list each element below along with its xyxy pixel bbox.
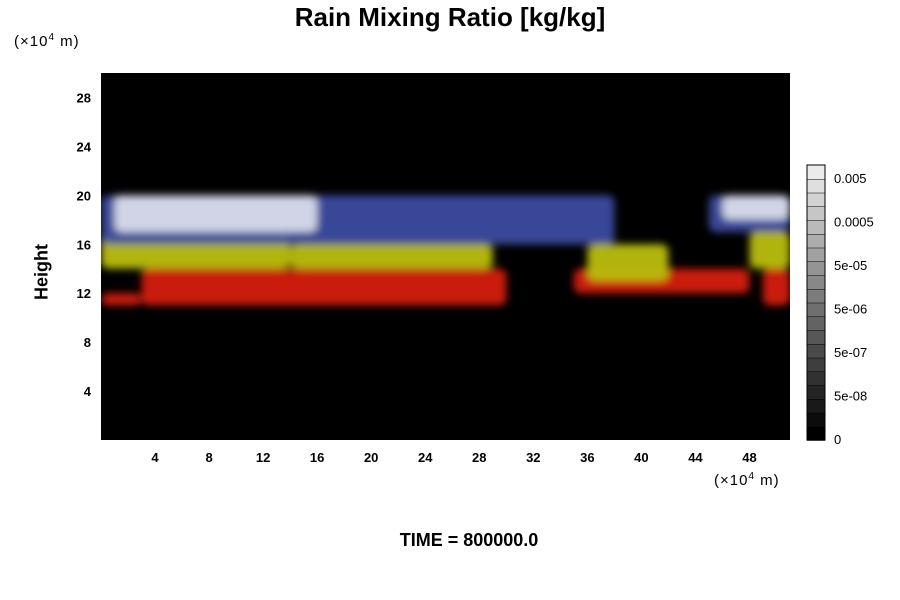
x-tick-label: 20 [364, 450, 378, 465]
x-tick-label: 40 [634, 450, 648, 465]
colorbar-swatch [806, 274, 826, 290]
y-tick-label: 24 [77, 139, 92, 154]
colorbar-label: 0.0005 [834, 215, 874, 230]
x-tick-label: 28 [472, 450, 486, 465]
colorbar-label: 0 [834, 432, 841, 447]
x-tick-label: 44 [688, 450, 703, 465]
colorbar-swatch [806, 206, 826, 221]
colorbar-swatch [806, 302, 826, 317]
x-tick-label: 12 [256, 450, 270, 465]
colorbar-swatch [806, 288, 826, 304]
x-tick-label: 48 [742, 450, 756, 465]
heatmap-cell [114, 195, 318, 233]
x-tick-label: 4 [151, 450, 159, 465]
colorbar-swatch [806, 357, 826, 372]
colorbar-label: 5e-08 [834, 389, 867, 404]
x-tick-label: 36 [580, 450, 594, 465]
x-tick-label: 32 [526, 450, 540, 465]
colorbar-swatch [806, 398, 826, 414]
x-tick-label: 8 [205, 450, 212, 465]
x-unit-label: (×104 m) [714, 471, 780, 489]
y-tick-label: 16 [77, 237, 91, 252]
colorbar-swatch [806, 343, 826, 359]
colorbar-swatch [806, 192, 826, 207]
y-tick-label: 12 [77, 286, 91, 301]
colorbar-label: 0.005 [834, 171, 867, 186]
colorbar-swatch [806, 384, 826, 400]
y-axis-label: Height [31, 244, 52, 300]
heatmap-cell [722, 195, 790, 220]
colorbar-swatch [806, 164, 826, 180]
y-tick-label: 28 [77, 90, 91, 105]
x-axis: 4 8 12 16 20 24 28 32 36 40 44 48 [151, 450, 756, 465]
colorbar-swatch [806, 247, 826, 262]
colorbar-swatch [806, 261, 826, 276]
time-label: TIME = 800000.0 [399, 530, 539, 550]
colorbar-label: 5e-05 [834, 258, 867, 273]
chart-title: Rain Mixing Ratio [kg/kg] [294, 2, 606, 32]
x-tick-label: 16 [310, 450, 324, 465]
colorbar-swatch [806, 219, 826, 235]
heatmap-cell [587, 244, 669, 281]
colorbar-label: 5e-06 [834, 302, 867, 317]
y-unit-label: (×104 m) [14, 32, 80, 50]
colorbar-swatch [806, 316, 826, 331]
colorbar-swatch [806, 412, 826, 427]
colorbar: 0.005 0.0005 5e-05 5e-06 5e-07 5e-08 0 [806, 164, 874, 447]
colorbar-swatch [806, 178, 826, 194]
colorbar-swatch [806, 371, 826, 386]
heatmap-cell [762, 268, 790, 306]
y-axis: 4 8 12 16 20 24 28 [77, 90, 92, 399]
colorbar-swatch [806, 233, 826, 249]
plot-area [101, 73, 790, 440]
colorbar-frame [806, 164, 826, 441]
y-tick-label: 4 [84, 384, 92, 399]
y-tick-label: 20 [77, 188, 91, 203]
y-tick-label: 8 [84, 335, 91, 350]
colorbar-swatch [806, 426, 826, 441]
heatmap-layer [101, 195, 790, 306]
x-tick-label: 24 [418, 450, 433, 465]
heatmap-cell [290, 244, 493, 269]
colorbar-swatch [806, 329, 826, 345]
heatmap-cell [101, 293, 142, 306]
heatmap-cell [141, 268, 507, 306]
heatmap-cell [749, 232, 790, 269]
colorbar-label: 5e-07 [834, 345, 867, 360]
